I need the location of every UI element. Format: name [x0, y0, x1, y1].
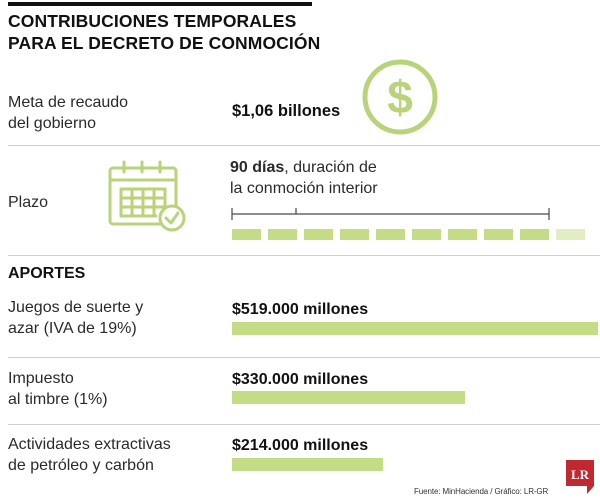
title-line-2: PARA EL DECRETO DE CONMOCIÓN: [8, 33, 321, 53]
aportes-heading: APORTES: [8, 265, 86, 282]
aporte-value-1: $519.000 millones: [232, 301, 369, 318]
meta-value: $1,06 billones: [232, 102, 341, 120]
plazo-text-line-2: la conmoción interior: [230, 180, 378, 197]
plazo-segment: [232, 229, 261, 240]
plazo-segment: [484, 229, 513, 240]
plazo-segment: [520, 229, 549, 240]
plazo-segment: [412, 229, 441, 240]
plazo-segment: [304, 229, 333, 240]
plazo-label: Plazo: [8, 194, 49, 211]
aporte-label-1: Juegos de suerte y azar (IVA de 19%): [8, 297, 143, 339]
meta-label: Meta de recaudo del gobierno: [8, 92, 128, 134]
separator-3: [8, 357, 600, 358]
svg-text:LR: LR: [571, 467, 590, 482]
duration-bracket: [231, 208, 550, 220]
plazo-segment: [376, 229, 405, 240]
aporte-bar-1: [232, 322, 598, 335]
lr-logo: LR: [566, 460, 594, 494]
meta-label-line-1: Meta de recaudo: [8, 94, 129, 111]
aporte-bar-3: [232, 458, 383, 471]
aporte-bar-2: [232, 391, 465, 404]
aporte-label-3-line-2: de petróleo y carbón: [8, 457, 154, 474]
aporte-value-3: $214.000 millones: [232, 437, 369, 454]
aporte-label-2-line-1: Impuesto: [8, 370, 74, 387]
aporte-label-2: Impuesto al timbre (1%): [8, 368, 108, 410]
separator-4: [8, 424, 600, 425]
aporte-label-1-line-2: azar (IVA de 19%): [8, 320, 137, 337]
separator-1: [8, 145, 600, 146]
aporte-label-3-line-1: Actividades extractivas: [8, 436, 171, 453]
plazo-days: 90 días: [230, 159, 285, 176]
separator-2: [8, 255, 600, 256]
title-rule: [8, 2, 312, 6]
page-title: CONTRIBUCIONES TEMPORALES PARA EL DECRET…: [8, 10, 408, 54]
title-line-1: CONTRIBUCIONES TEMPORALES: [8, 11, 297, 31]
calendar-check-icon: [108, 160, 186, 232]
svg-text:$: $: [387, 71, 413, 123]
plazo-text: , duración de: [284, 159, 377, 176]
plazo-value: 90 días, duración de la conmoción interi…: [230, 157, 378, 199]
plazo-segment: [556, 229, 585, 240]
plazo-segment: [448, 229, 477, 240]
source-credit: Fuente: MinHacienda / Gráfico: LR-GR: [414, 487, 549, 496]
plazo-segment: [340, 229, 369, 240]
dollar-icon: $: [362, 59, 438, 135]
aporte-label-2-line-2: al timbre (1%): [8, 391, 108, 408]
aporte-value-2: $330.000 millones: [232, 371, 369, 388]
aporte-label-1-line-1: Juegos de suerte y: [8, 299, 144, 316]
aporte-label-3: Actividades extractivas de petróleo y ca…: [8, 434, 171, 476]
meta-label-line-2: del gobierno: [8, 115, 97, 132]
plazo-segment: [268, 229, 297, 240]
